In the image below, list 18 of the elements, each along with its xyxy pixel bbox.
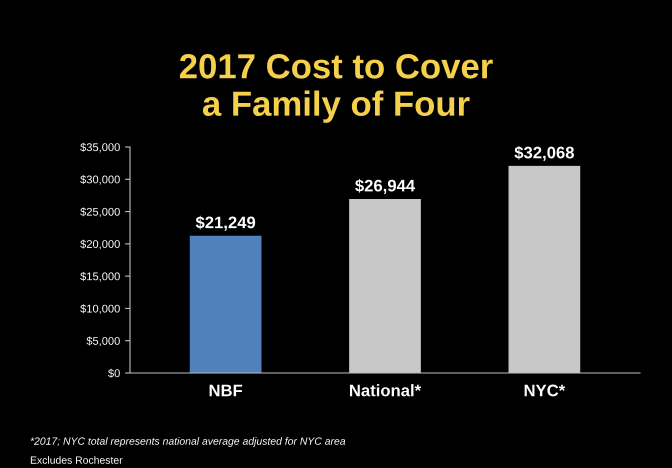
bar — [190, 236, 262, 373]
y-tick-label: $0 — [108, 368, 120, 378]
y-tick-label: $35,000 — [80, 142, 120, 152]
y-tick-label: $25,000 — [80, 207, 120, 218]
x-tick-label: National* — [350, 384, 422, 396]
text: Excludes Rochester — [30, 456, 122, 464]
x-tick-label: NYC* — [524, 384, 566, 396]
data-label: $32,068 — [514, 146, 574, 161]
y-tick-label: $10,000 — [80, 304, 120, 314]
y-tick-label: $20,000 — [80, 240, 120, 250]
data-label: $26,944 — [355, 179, 416, 194]
data-label: $21,249 — [196, 216, 256, 231]
x-tick-label: NBF — [210, 384, 242, 396]
chart-title: 2017 Cost to Cover a Family of Four — [180, 54, 493, 123]
y-tick-label: $30,000 — [80, 175, 120, 185]
y-tick-label: $5,000 — [86, 336, 120, 346]
text: *2017; NYC total represents national average adjusted for NYC area — [30, 437, 346, 447]
y-tick-label: $15,000 — [80, 272, 120, 282]
